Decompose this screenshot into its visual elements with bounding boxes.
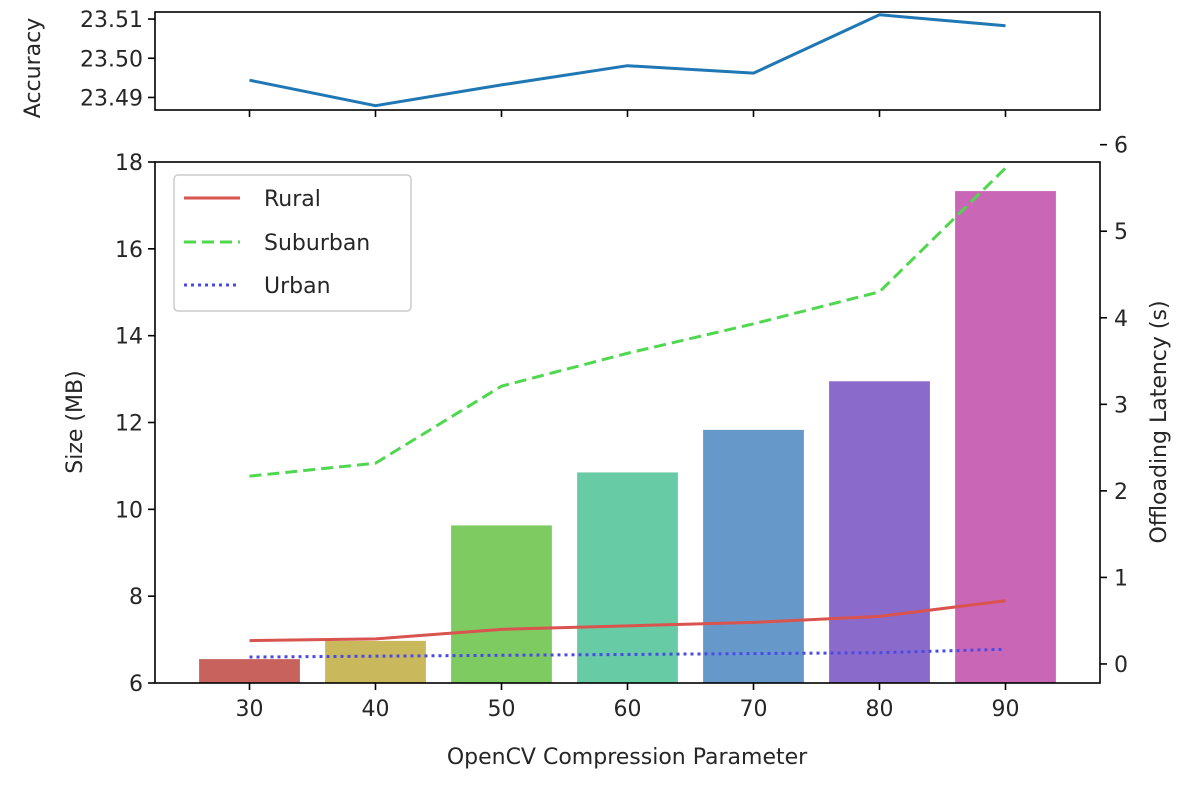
size-y-tick-label: 6 [129, 672, 143, 697]
legend: Rural Suburban Urban [173, 174, 412, 312]
accuracy-y-axis-label: Accuracy [21, 18, 46, 118]
size-bar-90 [955, 191, 1056, 683]
size-y-ticks: 6 8 10 12 14 16 18 [115, 151, 155, 697]
legend-box [173, 174, 412, 312]
latency-series [249, 166, 1007, 659]
accuracy-panel: 23.49 23.50 23.51 Accuracy [21, 8, 1101, 118]
suburban-latency-line [249, 166, 1007, 478]
legend-suburban-label: Suburban [264, 231, 370, 256]
latency-y-tick-label: 2 [1114, 480, 1128, 505]
size-y-axis-label: Size (MB) [63, 370, 88, 473]
latency-y-tick-label: 0 [1114, 653, 1128, 678]
accuracy-line [249, 13, 1006, 108]
accuracy-x-ticks [248, 110, 1007, 117]
latency-y-tick-label: 1 [1114, 566, 1128, 591]
x-tick-label: 90 [992, 697, 1020, 722]
accuracy-y-tick-label: 23.50 [80, 47, 143, 72]
size-bar-40 [325, 640, 426, 683]
latency-y-axis-label: Offloading Latency (s) [1147, 300, 1172, 543]
latency-y-tick-label: 3 [1114, 393, 1128, 418]
x-tick-label: 60 [614, 697, 642, 722]
latency-y-tick-label: 6 [1114, 134, 1128, 159]
legend-rural-label: Rural [264, 187, 321, 212]
x-ticks: 30 40 50 60 70 80 90 [236, 683, 1020, 722]
size-y-tick-label: 16 [115, 238, 143, 263]
size-bar-70 [703, 429, 804, 683]
accuracy-y-ticks: 23.49 23.50 23.51 [80, 8, 155, 111]
x-tick-label: 30 [236, 697, 264, 722]
latency-y-ticks: 0 1 2 3 4 5 6 [1100, 134, 1128, 678]
x-tick-label: 80 [866, 697, 894, 722]
latency-y-tick-label: 5 [1114, 220, 1128, 245]
accuracy-y-tick-label: 23.51 [80, 8, 143, 33]
size-bars [199, 191, 1056, 683]
accuracy-plot-frame [154, 11, 1101, 111]
accuracy-y-tick-label: 23.49 [80, 86, 143, 111]
legend-urban-label: Urban [264, 274, 331, 299]
size-bar-30 [199, 659, 300, 683]
x-axis-label: OpenCV Compression Parameter [447, 745, 808, 770]
size-bar-60 [577, 472, 678, 683]
size-y-tick-label: 18 [115, 151, 143, 176]
accuracy-series [249, 13, 1006, 108]
size-bar-50 [451, 525, 552, 683]
latency-y-tick-label: 4 [1114, 307, 1128, 332]
x-tick-label: 50 [488, 697, 516, 722]
urban-latency-line [249, 647, 1006, 659]
x-tick-label: 40 [362, 697, 390, 722]
rural-latency-line [249, 599, 1006, 643]
size-y-tick-label: 12 [115, 412, 143, 437]
size-y-tick-label: 14 [115, 325, 143, 350]
size-y-tick-label: 10 [115, 498, 143, 523]
x-tick-label: 70 [740, 697, 768, 722]
size-y-tick-label: 8 [129, 585, 143, 610]
size-bar-80 [829, 381, 930, 683]
